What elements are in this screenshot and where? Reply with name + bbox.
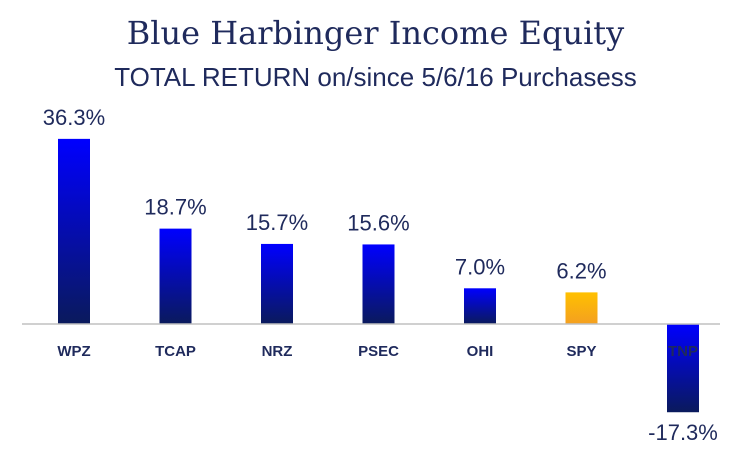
bar-tnp (667, 324, 699, 413)
category-label-wpz: WPZ (57, 343, 90, 360)
category-label-tnp: TNP (668, 343, 698, 360)
chart-title: Blue Harbinger Income Equity (126, 14, 625, 52)
bar-tcap (159, 228, 192, 324)
category-label-spy: SPY (566, 343, 596, 360)
data-label-spy: 6.2% (556, 258, 606, 283)
category-label-psec: PSEC (358, 343, 399, 360)
category-label-nrz: NRZ (262, 343, 293, 360)
data-label-psec: 15.6% (347, 210, 409, 235)
bar-psec (362, 244, 395, 324)
category-label-ohi: OHI (467, 343, 494, 360)
bar-spy (565, 292, 598, 324)
data-label-wpz: 36.3% (43, 105, 105, 130)
data-label-tnp: -17.3% (648, 420, 718, 445)
data-label-ohi: 7.0% (455, 254, 505, 279)
bar-wpz (58, 138, 90, 324)
bar-ohi (464, 288, 496, 324)
chart-subtitle: TOTAL RETURN on/since 5/6/16 Purchasess (114, 62, 637, 92)
data-label-nrz: 15.7% (246, 210, 308, 235)
data-label-tcap: 18.7% (144, 195, 206, 220)
bar-nrz (261, 243, 293, 324)
category-label-tcap: TCAP (155, 343, 196, 360)
